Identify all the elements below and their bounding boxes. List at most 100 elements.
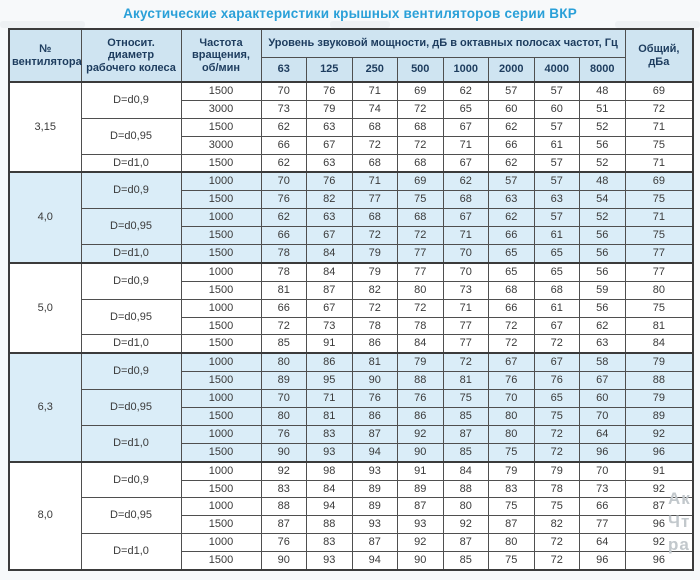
total-cell: 81 — [624, 316, 694, 336]
total-cell: 77 — [624, 244, 694, 264]
level-cell: 65 — [488, 244, 535, 264]
total-cell: 88 — [624, 371, 694, 391]
level-cell: 78 — [260, 261, 307, 282]
speed-cell: 1500 — [180, 80, 262, 101]
level-cell: 71 — [306, 389, 353, 409]
level-cell: 65 — [533, 261, 580, 282]
level-cell: 90 — [351, 371, 398, 391]
header-freq-1000: 1000 — [442, 57, 489, 83]
header-total-dba: Общий, дБа — [624, 28, 694, 83]
level-cell: 68 — [351, 208, 398, 228]
level-cell: 67 — [442, 153, 489, 173]
scan-artifact — [330, 21, 390, 28]
level-cell: 79 — [306, 99, 353, 119]
total-cell: 79 — [624, 352, 694, 373]
level-cell: 61 — [533, 298, 580, 318]
level-cell: 82 — [351, 280, 398, 300]
level-cell: 85 — [442, 551, 489, 571]
table-row: 1500 80 81 86 86 85 80 75 70 89 — [9, 407, 694, 426]
speed-cell: 1000 — [180, 261, 262, 282]
level-cell: 64 — [579, 533, 626, 553]
level-cell: 90 — [260, 551, 307, 571]
header-sound-power-group: Уровень звуковой мощности, дБ в октавных… — [260, 28, 626, 58]
level-cell: 77 — [397, 244, 444, 264]
level-cell: 75 — [397, 190, 444, 210]
diameter-cell: D=d0,9 — [80, 80, 182, 119]
frequency-header-row: 63 125 250 500 1000 2000 4000 8000 — [9, 57, 693, 83]
fan-number-cell: 8,0 — [8, 460, 82, 571]
level-cell: 70 — [260, 389, 307, 409]
diameter-cell: D=d1,0 — [80, 424, 182, 463]
speed-cell: 1500 — [180, 190, 262, 210]
level-cell: 80 — [260, 352, 307, 373]
level-cell: 75 — [533, 407, 580, 426]
level-cell: 72 — [397, 99, 444, 119]
level-cell: 48 — [579, 171, 626, 192]
speed-cell: 1500 — [180, 551, 262, 571]
table-row: 8,0 D=d0,9 1000 92 98 93 91 84 79 79 70 91 — [8, 460, 694, 571]
level-cell: 76 — [260, 533, 307, 553]
level-cell: 66 — [260, 135, 307, 155]
level-cell: 57 — [488, 171, 535, 192]
level-cell: 57 — [533, 171, 580, 192]
level-cell: 80 — [260, 407, 307, 426]
level-cell: 68 — [351, 117, 398, 137]
level-cell: 87 — [351, 533, 398, 553]
level-cell: 70 — [579, 407, 626, 426]
table-row: 5,0 D=d0,9 1000 78 84 79 77 70 65 65 56 77 — [8, 261, 694, 354]
table-row: D=d1,0 1500 62 63 68 68 67 62 57 52 71 — [9, 153, 694, 173]
level-cell: 79 — [488, 460, 535, 481]
speed-cell: 1500 — [180, 442, 262, 463]
level-cell: 60 — [579, 389, 626, 409]
diameter-cell: D=d0,95 — [80, 117, 182, 155]
table-row: D=d0,95 1000 88 94 89 87 80 75 75 66 87 — [9, 497, 694, 535]
level-cell: 78 — [533, 479, 580, 499]
level-cell: 71 — [442, 298, 489, 318]
total-cell: 71 — [624, 117, 694, 137]
level-cell: 60 — [533, 99, 580, 119]
level-cell: 67 — [488, 352, 535, 373]
level-cell: 69 — [397, 171, 444, 192]
table-row: D=d0,95 1500 62 63 68 68 67 62 57 52 71 — [9, 117, 694, 155]
level-cell: 68 — [488, 280, 535, 300]
level-cell: 95 — [306, 371, 353, 391]
level-cell: 66 — [488, 135, 535, 155]
level-cell: 70 — [260, 171, 307, 192]
level-cell: 92 — [442, 515, 489, 535]
total-cell: 96 — [624, 515, 694, 535]
level-cell: 72 — [533, 533, 580, 553]
level-cell: 76 — [260, 190, 307, 210]
header-freq-2000: 2000 — [488, 57, 535, 83]
total-cell: 87 — [624, 497, 694, 517]
level-cell: 52 — [579, 153, 626, 173]
level-cell: 84 — [306, 261, 353, 282]
level-cell: 72 — [351, 298, 398, 318]
total-cell: 75 — [624, 190, 694, 210]
speed-cell: 1000 — [180, 533, 262, 553]
level-cell: 96 — [579, 551, 626, 571]
level-cell: 83 — [306, 424, 353, 444]
diameter-cell: D=d0,9 — [80, 460, 182, 499]
table-row: D=d0,95 1000 62 63 68 68 67 62 57 52 71 — [9, 208, 694, 246]
total-cell: 92 — [624, 533, 694, 553]
diameter-cell: D=d0,9 — [80, 352, 182, 391]
level-cell: 63 — [306, 153, 353, 173]
level-cell: 76 — [397, 389, 444, 409]
fan-number-cell: 4,0 — [8, 171, 82, 264]
level-cell: 73 — [442, 280, 489, 300]
level-cell: 76 — [306, 171, 353, 192]
level-cell: 88 — [442, 479, 489, 499]
level-cell: 88 — [306, 515, 353, 535]
fan-number-cell: 3,15 — [8, 80, 82, 173]
level-cell: 73 — [579, 479, 626, 499]
level-cell: 48 — [579, 80, 626, 101]
level-cell: 67 — [306, 298, 353, 318]
level-cell: 66 — [260, 226, 307, 246]
level-cell: 56 — [579, 135, 626, 155]
level-cell: 67 — [442, 117, 489, 137]
level-cell: 56 — [579, 244, 626, 264]
table-row: 1500 72 73 78 78 77 72 67 62 81 — [9, 316, 694, 336]
level-cell: 57 — [533, 208, 580, 228]
level-cell: 82 — [533, 515, 580, 535]
